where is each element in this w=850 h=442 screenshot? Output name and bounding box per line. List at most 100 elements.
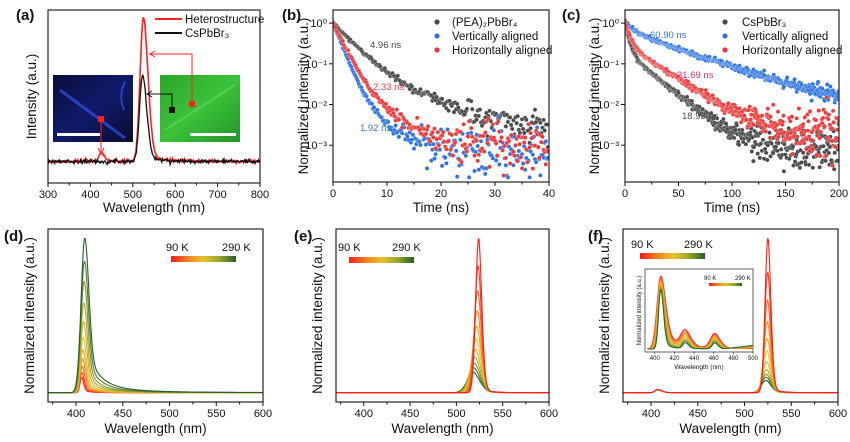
- panel-b: 0 10 20 30 40 10⁰ 10⁻¹ 10⁻² 10⁻³ (b) Time (ns) Norm…: [282, 7, 555, 215]
- y-axis-label: Intensity (a.u.): [24, 54, 39, 140]
- axes-frame: [624, 9, 840, 183]
- data-point: [469, 134, 475, 139]
- data-point: [516, 134, 522, 139]
- data-point: [788, 118, 793, 124]
- data-point: [476, 113, 482, 119]
- spectrum-250K: [336, 362, 549, 394]
- data-point: [810, 146, 816, 152]
- data-point: [427, 139, 433, 144]
- data-point: [513, 143, 518, 148]
- data-point: [495, 114, 501, 119]
- spectrum-190K: [336, 338, 549, 394]
- data-point: [767, 135, 773, 141]
- data-point: [466, 119, 472, 124]
- data-point: [791, 163, 796, 168]
- data-point: [823, 153, 829, 158]
- data-point: [364, 94, 369, 99]
- data-point: [482, 130, 488, 135]
- data-point: [475, 158, 481, 164]
- colorbar-min-label: 90 K: [166, 242, 189, 254]
- data-point: [762, 146, 768, 152]
- data-point: [472, 153, 477, 158]
- data-point: [517, 141, 523, 147]
- inset-x-tick-label: 500: [748, 356, 759, 362]
- arrow-to-cspbbr3-peak: [146, 90, 173, 107]
- data-point: [751, 158, 756, 164]
- data-point: [519, 166, 525, 171]
- inset-colorbar-min-label: 90 K: [704, 276, 716, 282]
- x-tick-label: 400: [642, 408, 660, 420]
- data-point: [538, 120, 543, 126]
- data-point: [826, 116, 831, 122]
- data-point: [383, 101, 389, 107]
- data-point: [505, 175, 511, 180]
- data-point: [512, 153, 517, 158]
- data-point: [784, 75, 790, 80]
- data-point: [439, 163, 445, 169]
- data-point: [396, 117, 402, 122]
- data-point: [498, 138, 503, 144]
- data-point: [475, 143, 481, 149]
- data-point: [736, 142, 742, 148]
- data-point: [472, 168, 477, 174]
- data-point: [776, 140, 781, 146]
- data-point: [485, 140, 490, 146]
- plot-area: [48, 237, 263, 394]
- data-point: [506, 138, 512, 144]
- data-point: [515, 113, 521, 119]
- data-point: [684, 94, 690, 100]
- data-point: [697, 104, 702, 109]
- x-tick-label: 400: [67, 408, 85, 420]
- data-point: [761, 68, 767, 73]
- plot-area: [48, 16, 260, 168]
- data-point: [773, 144, 779, 149]
- inset-colorbar: [709, 283, 742, 286]
- y-axis-label: Normalized intensity (a.u.): [597, 237, 612, 394]
- data-point: [533, 159, 539, 165]
- data-point: [823, 158, 828, 164]
- data-point: [818, 153, 823, 159]
- x-tick-label: 450: [401, 408, 419, 420]
- inset-chart: 400 420 440 460 480 500 Wavelength (nm) Normali…: [637, 268, 759, 371]
- data-point: [543, 162, 549, 167]
- data-point: [524, 147, 529, 152]
- data-point: [821, 143, 826, 149]
- panel-e: 400 450 500 550 600 (e) Wavelength (nm) Normali…: [294, 228, 558, 436]
- axes-frame: [622, 228, 839, 403]
- data-point: [490, 122, 496, 127]
- data-point: [540, 134, 545, 140]
- data-point: [830, 163, 835, 168]
- data-point: [505, 119, 511, 125]
- inset-spectrum-290K: [647, 289, 754, 350]
- axes-frame: [335, 228, 550, 403]
- data-point: [807, 109, 813, 114]
- data-point: [385, 119, 391, 125]
- data-point: [436, 143, 442, 148]
- data-point: [462, 141, 468, 147]
- data-point: [437, 147, 443, 152]
- nanowire-streak: [120, 81, 126, 111]
- x-tick-label: 600: [166, 189, 184, 201]
- data-point: [465, 134, 471, 139]
- y-tick-label: 10⁻³: [597, 140, 619, 152]
- x-tick-label: 450: [114, 408, 132, 420]
- inset-y-axis-label: Normalized intensity (a.u.): [637, 276, 643, 346]
- data-point: [452, 139, 458, 145]
- data-point: [813, 117, 819, 123]
- y-tick-label: 10⁻¹: [305, 59, 327, 71]
- data-point: [821, 107, 826, 112]
- data-point: [399, 125, 405, 130]
- data-point: [476, 167, 482, 172]
- data-point: [815, 79, 821, 85]
- plot-area: [336, 238, 549, 394]
- data-point: [748, 117, 754, 122]
- data-point: [781, 168, 787, 174]
- x-tick-label: 300: [39, 189, 57, 201]
- data-point: [393, 123, 398, 128]
- data-point: [454, 174, 460, 179]
- data-point: [542, 128, 548, 133]
- data-point: [525, 159, 530, 165]
- y-tick-label: 10⁻¹: [597, 59, 619, 71]
- y-tick-label: 10⁰: [602, 18, 619, 30]
- data-point: [789, 114, 795, 119]
